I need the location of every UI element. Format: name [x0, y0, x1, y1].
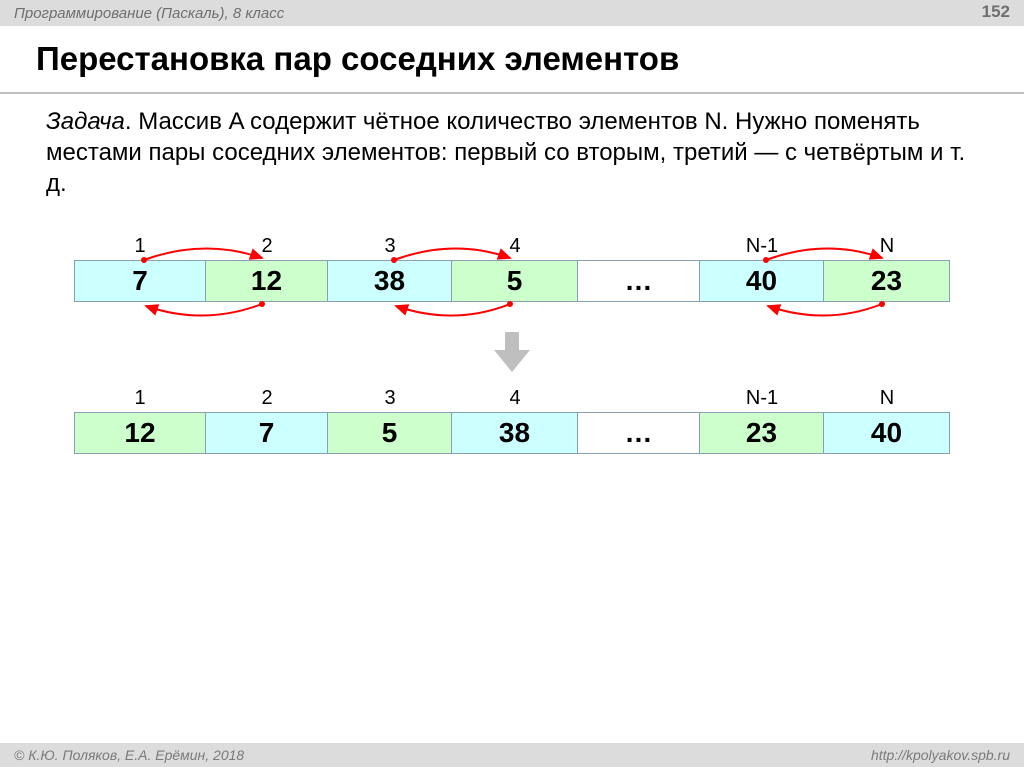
index-cell: 1 [74, 387, 206, 410]
index-cell: N [824, 387, 950, 410]
array-cell: 5 [452, 261, 578, 301]
task-label: Задача [46, 108, 125, 135]
value-row: 12 7 5 38 … 23 40 [74, 412, 950, 454]
page-title: Перестановка пар соседних элементов [0, 26, 1024, 94]
header-bar: Программирование (Паскаль), 8 класс 152 [0, 0, 1024, 26]
value-row: 7 12 38 5 … 40 23 [74, 260, 950, 302]
copyright: © К.Ю. Поляков, Е.А. Ерёмин, 2018 [14, 747, 244, 763]
array-cell: 5 [328, 413, 452, 453]
array-cell: 40 [700, 261, 824, 301]
array-cell: 7 [206, 413, 328, 453]
array-cell: 7 [74, 261, 206, 301]
index-row: 1 2 3 4 N-1 N [74, 384, 950, 412]
index-cell: N [824, 235, 950, 258]
array-before: 1 2 3 4 N-1 N 7 12 38 5 … 40 23 [74, 232, 950, 302]
array-cell: … [578, 413, 700, 453]
task-body-inline: . Массив A содержит чётное количество эл… [46, 108, 965, 197]
index-cell: 2 [206, 387, 328, 410]
footer-url: http://kpolyakov.spb.ru [871, 747, 1010, 763]
index-cell: 4 [452, 235, 578, 258]
index-cell: 1 [74, 235, 206, 258]
array-cell: 12 [74, 413, 206, 453]
task-text: Задача. Массив A содержит чётное количес… [0, 94, 1024, 200]
array-cell: 23 [700, 413, 824, 453]
array-cell: 38 [452, 413, 578, 453]
index-cell: 3 [328, 387, 452, 410]
index-cell: 4 [452, 387, 578, 410]
array-cell: … [578, 261, 700, 301]
index-cell: 2 [206, 235, 328, 258]
array-cell: 38 [328, 261, 452, 301]
footer-bar: © К.Ю. Поляков, Е.А. Ерёмин, 2018 http:/… [0, 743, 1024, 767]
index-cell: 3 [328, 235, 452, 258]
array-after: 1 2 3 4 N-1 N 12 7 5 38 … 23 40 [74, 384, 950, 454]
index-row: 1 2 3 4 N-1 N [74, 232, 950, 260]
array-cell: 23 [824, 261, 950, 301]
index-cell: N-1 [700, 387, 824, 410]
page-number: 152 [982, 2, 1010, 22]
breadcrumb: Программирование (Паскаль), 8 класс [14, 5, 284, 22]
array-cell: 12 [206, 261, 328, 301]
index-cell: N-1 [700, 235, 824, 258]
array-cell: 40 [824, 413, 950, 453]
down-arrow-icon [490, 330, 534, 374]
